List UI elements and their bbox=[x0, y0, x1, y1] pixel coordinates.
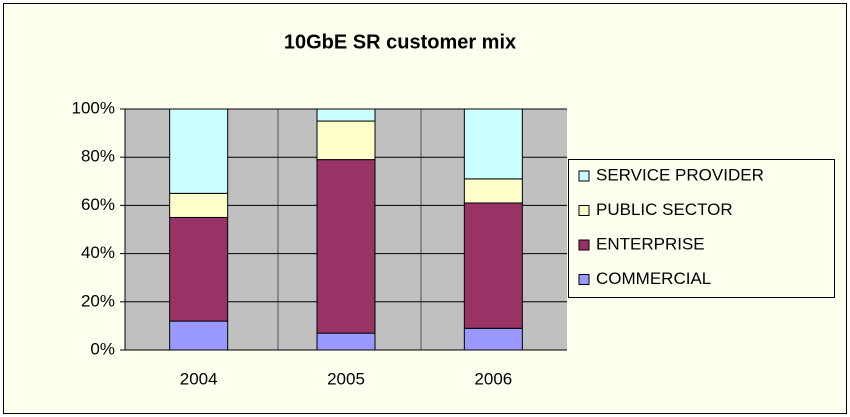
bar-segment bbox=[463, 108, 523, 180]
bar-segment bbox=[463, 178, 523, 204]
y-tick-label: 20% bbox=[81, 291, 115, 310]
legend-label: COMMERCIAL bbox=[596, 269, 711, 288]
bar-segment bbox=[316, 332, 376, 351]
y-tick-label: 80% bbox=[81, 147, 115, 166]
bar-segment bbox=[316, 108, 376, 122]
legend-swatch bbox=[578, 170, 590, 182]
legend-label: SERVICE PROVIDER bbox=[596, 165, 764, 184]
bar-segment bbox=[169, 108, 229, 194]
y-tick-label: 60% bbox=[81, 195, 115, 214]
bar-segment bbox=[169, 320, 229, 351]
bar-segment bbox=[169, 192, 229, 218]
legend-swatch bbox=[578, 239, 590, 251]
x-tick-label: 2004 bbox=[180, 369, 218, 388]
bar-segment bbox=[463, 202, 523, 329]
legend-label: PUBLIC SECTOR bbox=[596, 200, 733, 219]
legend-label: ENTERPRISE bbox=[596, 234, 705, 253]
bar-segment bbox=[316, 120, 376, 161]
legend bbox=[568, 159, 835, 298]
legend-swatch bbox=[578, 274, 590, 285]
legend-swatch bbox=[578, 205, 590, 216]
y-tick-label: 0% bbox=[90, 339, 115, 358]
x-tick-label: 2005 bbox=[327, 369, 365, 388]
y-tick-label: 100% bbox=[72, 98, 115, 117]
y-tick-label: 40% bbox=[81, 243, 115, 262]
bar-segment bbox=[316, 159, 376, 334]
chart-title: 10GbE SR customer mix bbox=[284, 31, 516, 53]
bar-segment bbox=[169, 216, 229, 322]
bar-segment bbox=[463, 327, 523, 351]
x-tick-label: 2006 bbox=[474, 369, 512, 388]
